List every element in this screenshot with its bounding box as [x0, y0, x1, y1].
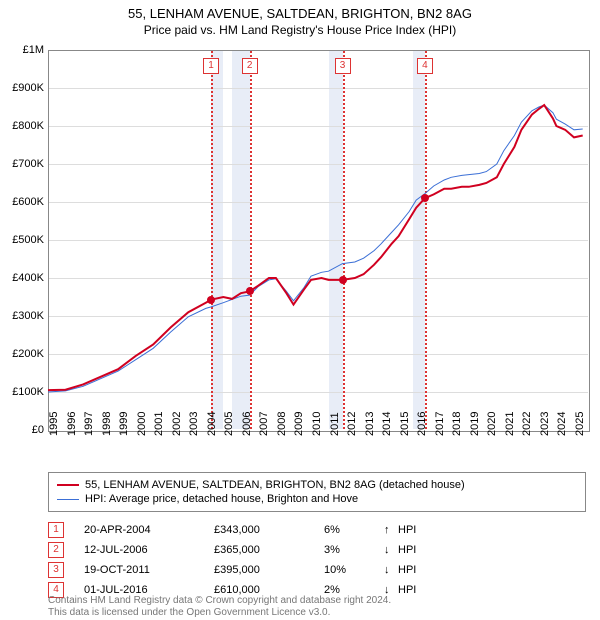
row-price: £395,000 — [214, 564, 324, 576]
row-arrow-icon: ↓ — [384, 544, 398, 556]
footer-line-2: This data is licensed under the Open Gov… — [48, 607, 391, 619]
row-marker: 2 — [48, 542, 64, 558]
y-tick-label: £0 — [2, 424, 44, 436]
legend-box: 55, LENHAM AVENUE, SALTDEAN, BRIGHTON, B… — [48, 472, 586, 512]
y-tick-label: £800K — [2, 120, 44, 132]
x-tick-label: 2020 — [486, 412, 498, 436]
chart-title: 55, LENHAM AVENUE, SALTDEAN, BRIGHTON, B… — [0, 0, 600, 21]
chart-subtitle: Price paid vs. HM Land Registry's House … — [0, 21, 600, 41]
footer-line-1: Contains HM Land Registry data © Crown c… — [48, 595, 391, 607]
x-tick-label: 2007 — [258, 412, 270, 436]
x-tick-label: 2002 — [171, 412, 183, 436]
x-tick-label: 2021 — [504, 412, 516, 436]
x-tick-label: 2018 — [451, 412, 463, 436]
y-tick-label: £100K — [2, 386, 44, 398]
x-tick-label: 2025 — [574, 412, 586, 436]
x-tick-label: 2019 — [469, 412, 481, 436]
row-price: £365,000 — [214, 544, 324, 556]
y-tick-label: £500K — [2, 234, 44, 246]
row-date: 20-APR-2004 — [84, 524, 214, 536]
row-pct: 3% — [324, 544, 384, 556]
sale-marker: 3 — [335, 58, 351, 74]
row-pct: 10% — [324, 564, 384, 576]
row-hpi-label: HPI — [398, 544, 438, 556]
y-tick-label: £300K — [2, 310, 44, 322]
x-tick-label: 2006 — [241, 412, 253, 436]
row-price: £343,000 — [214, 524, 324, 536]
sale-point-dot — [246, 287, 254, 295]
x-tick-label: 2022 — [521, 412, 533, 436]
x-tick-label: 2008 — [276, 412, 288, 436]
x-tick-label: 1995 — [48, 412, 60, 436]
row-arrow-icon: ↑ — [384, 524, 398, 536]
line-series-svg — [48, 50, 588, 430]
legend-swatch-price — [57, 484, 79, 486]
x-tick-label: 1998 — [101, 412, 113, 436]
sale-marker: 4 — [417, 58, 433, 74]
legend-row-1: 55, LENHAM AVENUE, SALTDEAN, BRIGHTON, B… — [57, 478, 577, 492]
x-tick-label: 2010 — [311, 412, 323, 436]
table-row: 3 19-OCT-2011£395,00010%↓HPI — [48, 560, 568, 580]
x-tick-label: 2011 — [329, 412, 341, 436]
x-tick-label: 2003 — [188, 412, 200, 436]
legend-swatch-hpi — [57, 499, 79, 500]
x-tick-label: 2024 — [556, 412, 568, 436]
x-tick-label: 2004 — [206, 412, 218, 436]
row-pct: 6% — [324, 524, 384, 536]
y-tick-label: £400K — [2, 272, 44, 284]
row-marker: 3 — [48, 562, 64, 578]
row-marker: 1 — [48, 522, 64, 538]
y-tick-label: £1M — [2, 44, 44, 56]
table-row: 1 20-APR-2004£343,0006%↑HPI — [48, 520, 568, 540]
x-tick-label: 2023 — [539, 412, 551, 436]
x-tick-label: 2013 — [364, 412, 376, 436]
row-hpi-label: HPI — [398, 584, 438, 596]
sales-table: 120-APR-2004£343,0006%↑HPI212-JUL-2006£3… — [48, 520, 568, 600]
x-tick-label: 2012 — [346, 412, 358, 436]
legend-label-hpi: HPI: Average price, detached house, Brig… — [85, 493, 358, 505]
x-tick-label: 2015 — [399, 412, 411, 436]
legend-label-price: 55, LENHAM AVENUE, SALTDEAN, BRIGHTON, B… — [85, 479, 465, 491]
legend-row-2: HPI: Average price, detached house, Brig… — [57, 492, 577, 506]
x-tick-label: 1999 — [118, 412, 130, 436]
sale-point-dot — [207, 296, 215, 304]
row-arrow-icon: ↓ — [384, 564, 398, 576]
sale-marker: 2 — [242, 58, 258, 74]
sale-marker: 1 — [203, 58, 219, 74]
y-tick-label: £200K — [2, 348, 44, 360]
row-hpi-label: HPI — [398, 564, 438, 576]
x-tick-label: 2016 — [416, 412, 428, 436]
row-date: 19-OCT-2011 — [84, 564, 214, 576]
footer: Contains HM Land Registry data © Crown c… — [48, 595, 391, 619]
x-tick-label: 2014 — [381, 412, 393, 436]
y-tick-label: £900K — [2, 82, 44, 94]
x-tick-label: 2009 — [293, 412, 305, 436]
x-tick-label: 2001 — [153, 412, 165, 436]
y-tick-label: £700K — [2, 158, 44, 170]
table-row: 2 12-JUL-2006£365,0003%↓HPI — [48, 540, 568, 560]
row-date: 12-JUL-2006 — [84, 544, 214, 556]
x-tick-label: 2005 — [223, 412, 235, 436]
row-hpi-label: HPI — [398, 524, 438, 536]
sale-point-dot — [339, 276, 347, 284]
x-tick-label: 2000 — [136, 412, 148, 436]
x-tick-label: 2017 — [434, 412, 446, 436]
x-tick-label: 1997 — [83, 412, 95, 436]
sale-point-dot — [421, 194, 429, 202]
x-tick-label: 1996 — [66, 412, 78, 436]
y-tick-label: £600K — [2, 196, 44, 208]
